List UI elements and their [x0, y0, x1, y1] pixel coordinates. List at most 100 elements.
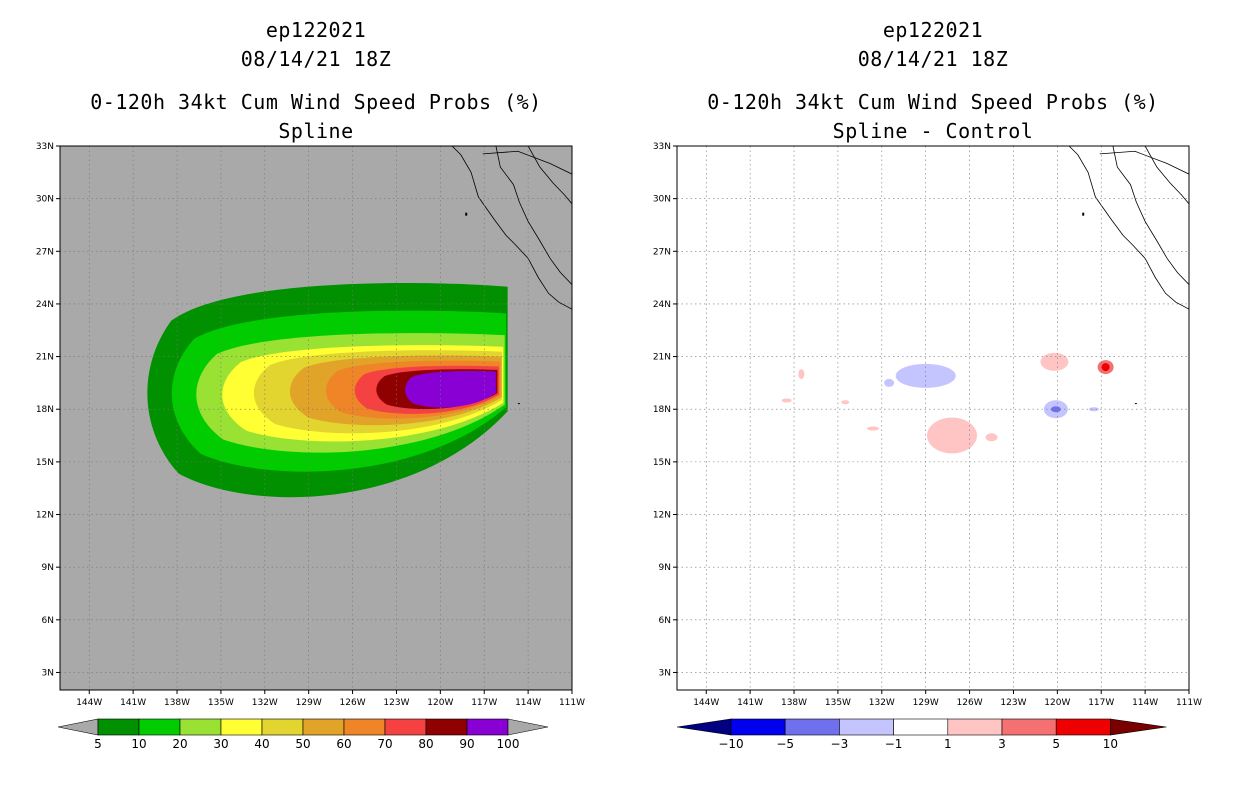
- colorbar-swatch: [425, 718, 468, 736]
- positive-diff-speck-2: [798, 369, 805, 380]
- y-tick-label: 24N: [653, 300, 671, 310]
- us-mexico-border: [1099, 150, 1189, 175]
- colorbar-level-label: 80: [418, 737, 433, 751]
- colorbar-under-arrow: [676, 718, 732, 736]
- colorbar-swatch: [784, 718, 840, 736]
- x-tick-label: 123W: [1000, 698, 1026, 708]
- y-tick-label: 33N: [36, 142, 54, 152]
- positive-diff-area-north: [1040, 352, 1069, 371]
- left-product-title: 0-120h 34kt Cum Wind Speed Probs (%): [90, 90, 542, 114]
- y-tick-label: 9N: [659, 563, 671, 573]
- colorbar-swatch: [839, 718, 894, 736]
- x-tick-label: 141W: [737, 698, 763, 708]
- x-tick-label: 120W: [427, 698, 453, 708]
- y-tick-label: 3N: [659, 668, 671, 678]
- positive-diff-speck-1: [841, 400, 850, 405]
- prob-contour-90-pct: [405, 370, 496, 408]
- colorbar-swatch: [947, 718, 1003, 736]
- left-plot-group: 144W 141W 138W 135W 132W 129W 126W 123W 120W 117W…: [36, 142, 585, 751]
- y-tick-label: 24N: [36, 300, 54, 310]
- colorbar-swatch: [893, 718, 949, 736]
- x-tick-label: 114W: [515, 698, 541, 708]
- colorbar-level-label: 1: [944, 737, 952, 751]
- right-storm-id: ep122021: [882, 18, 984, 42]
- colorbar-over-arrow: [507, 718, 549, 736]
- x-tick-label: 120W: [1044, 698, 1070, 708]
- right-panel-title: ep122021 08/14/21 18Z 0-120h 34kt Cum Wi…: [677, 16, 1189, 146]
- colorbar-swatch: [138, 718, 181, 736]
- colorbar-level-label: −10: [718, 737, 743, 751]
- colorbar-swatch: [1055, 718, 1111, 736]
- left-datetime: 08/14/21 18Z: [240, 47, 392, 71]
- baja-coastline-west: [451, 146, 572, 310]
- socorro-island: [517, 403, 520, 405]
- us-mexico-border: [482, 150, 572, 175]
- colorbar-level-label: −1: [885, 737, 903, 751]
- colorbar-level-label: 70: [377, 737, 392, 751]
- left-panel-title: ep122021 08/14/21 18Z 0-120h 34kt Cum Wi…: [60, 16, 572, 146]
- left-plot-frame: [59, 145, 573, 691]
- right-plot-background: [677, 146, 1189, 690]
- colorbar-swatch: [220, 718, 263, 736]
- right-graticule: [677, 146, 1189, 690]
- right-contour-field: [781, 146, 1189, 454]
- y-tick-label: 21N: [36, 353, 54, 363]
- x-tick-label: 129W: [913, 698, 939, 708]
- colorbar-level-label: 10: [131, 737, 146, 751]
- x-tick-label: 132W: [869, 698, 895, 708]
- colorbar-level-label: −5: [776, 737, 794, 751]
- mainland-coastline: [527, 146, 572, 205]
- y-tick-label: 18N: [653, 405, 671, 415]
- positive-diff-speck-3: [781, 398, 792, 403]
- x-tick-label: 129W: [296, 698, 322, 708]
- x-tick-label: 126W: [957, 698, 983, 708]
- right-plot-frame: [676, 145, 1190, 691]
- x-tick-label: 117W: [1088, 698, 1114, 708]
- guadalupe-island: [1082, 212, 1085, 216]
- x-tick-label: 126W: [340, 698, 366, 708]
- y-tick-label: 30N: [653, 195, 671, 205]
- colorbar-level-label: 10: [1103, 737, 1118, 751]
- guadalupe-island: [465, 212, 468, 216]
- mainland-coastline: [1144, 146, 1189, 205]
- positive-diff-area-south: [927, 417, 978, 454]
- y-tick-label: 27N: [36, 247, 54, 257]
- x-tick-label: 123W: [383, 698, 409, 708]
- colorbar-swatch: [343, 718, 386, 736]
- x-tick-label: 141W: [120, 698, 146, 708]
- colorbar-level-label: 3: [998, 737, 1006, 751]
- colorbar-swatch: [97, 718, 140, 736]
- left-graticule: [60, 146, 572, 690]
- y-tick-label: 3N: [42, 668, 54, 678]
- left-contour-field: [147, 146, 572, 498]
- right-plot-group: 144W 141W 138W 135W 132W 129W 126W 123W 120W 117W…: [653, 142, 1202, 751]
- y-tick-label: 6N: [659, 616, 671, 626]
- x-tick-label: 138W: [781, 698, 807, 708]
- x-tick-label: 117W: [471, 698, 497, 708]
- positive-diff-speck-4: [867, 426, 880, 431]
- x-tick-label: 114W: [1132, 698, 1158, 708]
- colorbar-level-label: 5: [94, 737, 102, 751]
- baja-coastline-gulf: [495, 146, 572, 285]
- x-tick-label: 135W: [825, 698, 851, 708]
- colorbar-level-label: 40: [254, 737, 269, 751]
- right-method-label: Spline - Control: [832, 119, 1034, 143]
- left-colorbar: 5 10 20 30 40 50 60 70 80 90 100: [57, 718, 549, 751]
- x-tick-label: 111W: [1176, 698, 1202, 708]
- colorbar-swatch: [466, 718, 509, 736]
- x-tick-label: 111W: [559, 698, 585, 708]
- socorro-island: [1134, 403, 1137, 405]
- colorbar-level-label: 90: [459, 737, 474, 751]
- positive-diff-speck-5: [985, 433, 998, 442]
- y-tick-label: 6N: [42, 616, 54, 626]
- colorbar-swatch: [179, 718, 222, 736]
- y-tick-label: 12N: [36, 511, 54, 521]
- y-tick-label: 27N: [653, 247, 671, 257]
- colorbar-swatch: [1001, 718, 1057, 736]
- x-tick-label: 138W: [164, 698, 190, 708]
- colorbar-level-label: 5: [1052, 737, 1060, 751]
- y-tick-label: 9N: [42, 563, 54, 573]
- baja-coastline-gulf: [1112, 146, 1189, 285]
- x-tick-label: 132W: [252, 698, 278, 708]
- colorbar-swatch: [261, 718, 304, 736]
